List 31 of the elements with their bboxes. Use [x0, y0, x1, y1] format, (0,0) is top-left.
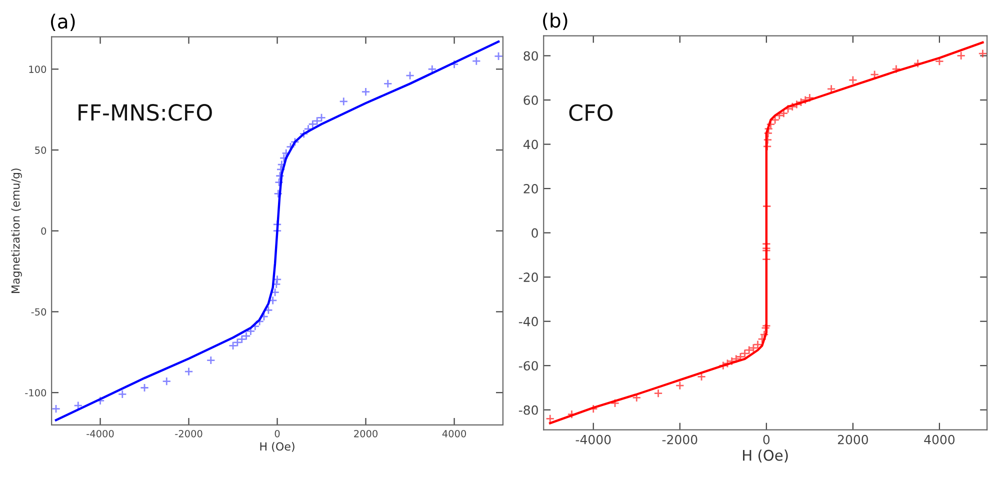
y-tick-label: -40 — [518, 316, 538, 326]
y-tick-label: 40 — [523, 140, 538, 150]
y-tick-label: -80 — [518, 405, 538, 415]
x-tick-label: 0 — [274, 430, 280, 438]
y-tick-label: 50 — [35, 146, 46, 154]
x-tick-label: 4000 — [924, 434, 955, 444]
y-tick-label: 0 — [532, 228, 538, 238]
y-tick-label: -60 — [518, 361, 538, 371]
x-tick-label: -4000 — [576, 434, 611, 444]
x-tick-label: -2000 — [175, 430, 202, 438]
x-tick-label: 4000 — [442, 430, 466, 438]
y-tick-label: 80 — [524, 51, 538, 61]
x-axis-title: H (Oe) — [260, 442, 294, 452]
chart-title: (a) — [51, 14, 75, 32]
chart-title: (b) — [543, 12, 568, 30]
x-axis-title: H (Oe) — [743, 450, 788, 463]
x-tick-label: 2000 — [354, 430, 378, 438]
x-tick-label: -4000 — [86, 430, 114, 438]
y-tick-label: 100 — [29, 66, 46, 73]
x-tick-label: 2000 — [838, 434, 868, 444]
x-tick-label: -2000 — [662, 434, 698, 444]
y-tick-label: -100 — [25, 389, 46, 396]
y-tick-label: 20 — [524, 184, 538, 194]
annotation: CFO — [569, 104, 613, 122]
y-tick-label: -50 — [31, 308, 46, 316]
y-tick-label: 0 — [41, 227, 46, 235]
annotation: FF-MNS:CFO — [78, 104, 212, 121]
y-axis-title: Magnetization (emu/g) — [11, 168, 22, 293]
x-tick-label: 0 — [763, 434, 770, 444]
y-tick-label: 60 — [524, 95, 538, 105]
y-tick-label: -20 — [518, 272, 538, 282]
